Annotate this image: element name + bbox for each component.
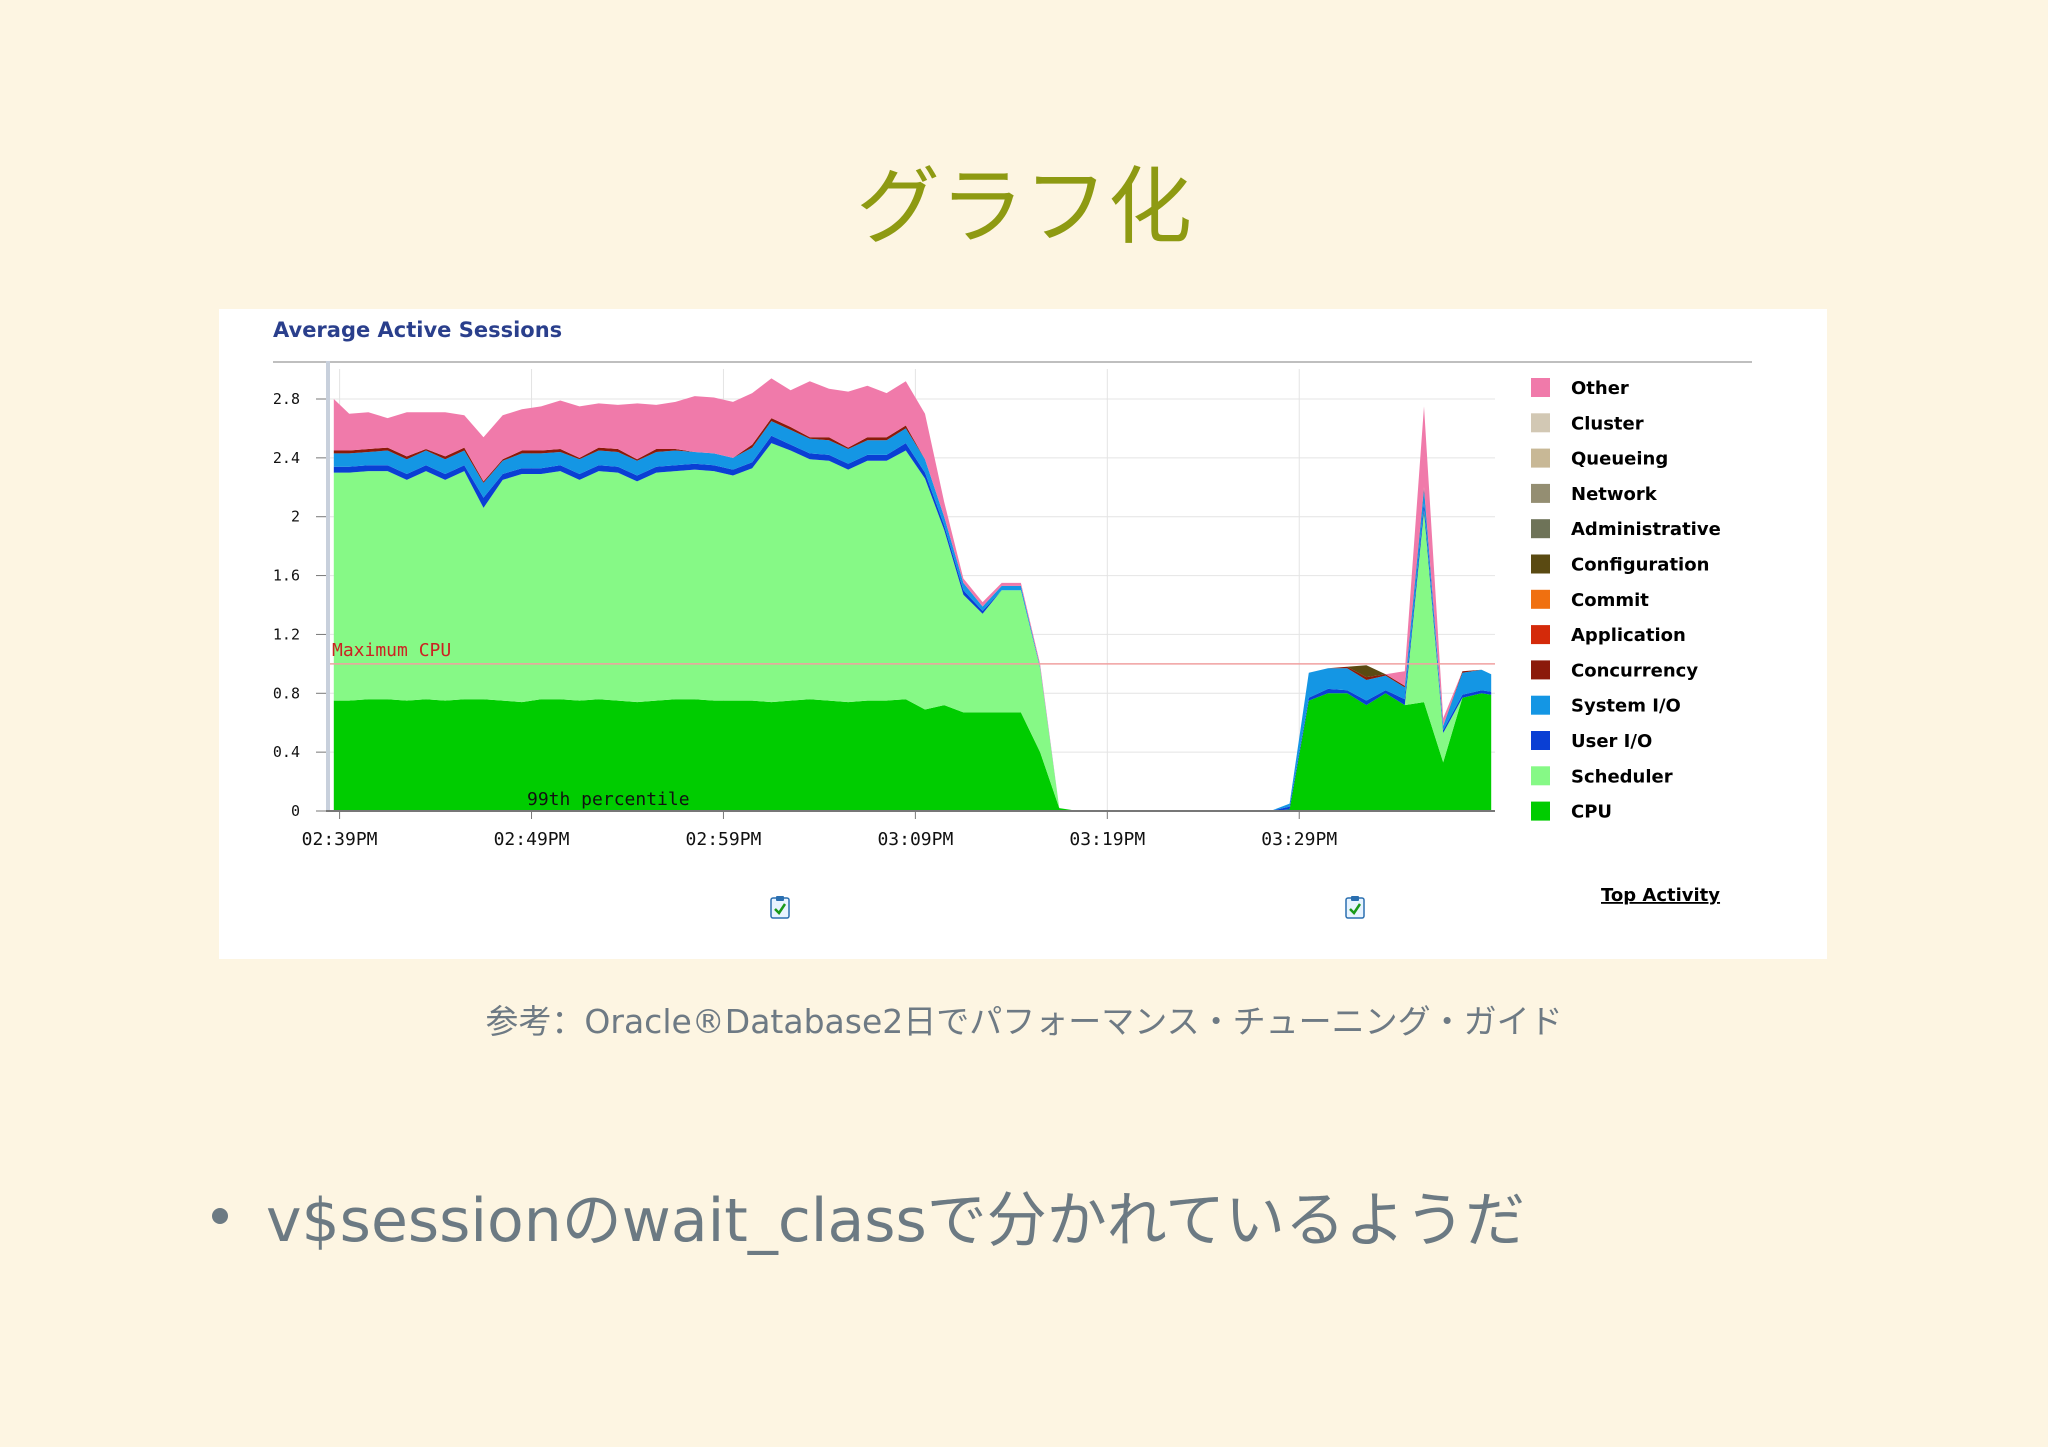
axis-layer: 0 0.4 0.8 1.2 1.6 2 2.4 2.8 02:39PM 02:49PM 02:59P… [273,361,1495,850]
legend-swatch-commit [1531,589,1550,609]
y-tick-label: 2.4 [273,449,300,467]
legend-label-user-i-o: User I/O [1571,731,1652,752]
legend-swatch-scheduler [1531,766,1550,786]
legend-swatch-other [1531,378,1550,397]
chart-title: Average Active Sessions [273,318,562,342]
legend-label-queueing: Queueing [1571,449,1668,470]
y-tick-label: 1.2 [273,625,300,643]
x-tick-label: 02:49PM [494,829,570,850]
slide-title: グラフ化 [855,158,1192,256]
legend-swatch-cpu [1531,801,1550,821]
percentile-label: 99th percentile [527,789,690,810]
max-cpu-label: Maximum CPU [332,640,451,661]
bullet-item: v$sessionのwait_classで分かれているようだ [212,1172,1525,1259]
legend-label-administrative: Administrative [1571,519,1721,540]
clipboard-check-icon[interactable] [770,896,790,919]
series-area-user-i-o [333,435,1492,811]
legend: Other Cluster Queueing Network Administrativ… [1531,378,1721,823]
x-tick-label: 03:09PM [877,829,953,850]
legend-label-network: Network [1571,484,1658,505]
legend-swatch-application [1531,625,1550,645]
legend-label-scheduler: Scheduler [1571,766,1673,787]
y-tick-label: 1.6 [273,567,300,585]
y-tick-label: 2 [291,508,300,526]
legend-label-commit: Commit [1571,590,1649,611]
series-area-scheduler [333,443,1492,811]
legend-label-application: Application [1571,625,1686,646]
legend-swatch-user-i-o [1531,731,1550,750]
legend-label-system-i-o: System I/O [1571,696,1681,717]
y-tick-label: 0 [291,802,300,820]
series-area-other [333,378,1492,811]
legend-swatch-configuration [1531,554,1550,574]
legend-swatch-cluster [1531,413,1550,433]
legend-label-cluster: Cluster [1571,413,1644,434]
legend-swatch-concurrency [1531,660,1550,680]
y-tick-label: 2.8 [273,390,300,408]
legend-swatch-queueing [1531,448,1550,468]
legend-swatch-administrative [1531,519,1550,539]
source-caption: 参考：Oracle®Database2日でパフォーマンス・チューニング・ガイド [485,1002,1563,1041]
x-tick-label: 02:39PM [302,829,378,850]
y-tick-label: 0.4 [273,743,300,761]
x-tick-label: 02:59PM [686,829,762,850]
clipboard-check-icon[interactable] [1345,896,1365,919]
legend-swatch-network [1531,483,1550,503]
legend-label-other: Other [1571,378,1629,399]
y-axis-bar [326,361,330,811]
legend-label-configuration: Configuration [1571,555,1709,576]
x-tick-label: 03:19PM [1069,829,1145,850]
top-activity-link[interactable]: Top Activity [1601,885,1720,906]
x-tick-label: 03:29PM [1261,829,1337,850]
series-area-system-i-o [333,421,1492,811]
legend-swatch-system-i-o [1531,695,1550,715]
area-layer [333,378,1492,811]
annotation-layer: Maximum CPU 99th percentile [330,640,1495,810]
legend-label-cpu: CPU [1571,802,1612,823]
series-area-cpu [333,693,1492,811]
chart-svg: Average Active Sessions 0 0.4 0.8 1.2 1.6 2 2.… [273,318,1752,919]
average-active-sessions-chart: Average Active Sessions 0 0.4 0.8 1.2 1.6 2 2.… [219,309,1827,959]
bullet-dot [212,1207,228,1224]
bullet-text: v$sessionのwait_classで分かれているようだ [266,1186,1525,1256]
y-tick-label: 0.8 [273,684,300,702]
legend-label-concurrency: Concurrency [1571,660,1698,681]
